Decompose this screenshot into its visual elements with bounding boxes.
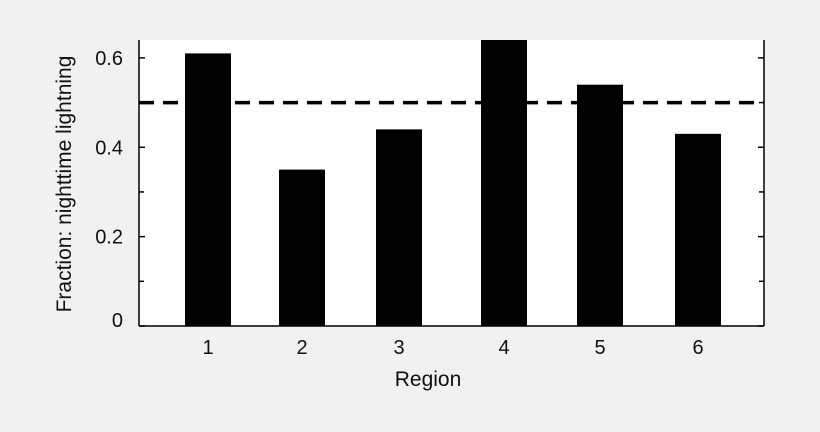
x-tick-label: 2: [296, 337, 307, 359]
x-tick-label: 5: [594, 337, 605, 359]
bar-region-6: [675, 133, 721, 326]
x-ticks: 1 2 3 4 5 6: [202, 321, 704, 359]
bar-region-1: [185, 53, 231, 326]
y-tick-label: 0.2: [95, 227, 123, 249]
x-tick-label: 1: [202, 337, 213, 359]
x-tick-label: 3: [393, 337, 404, 359]
y-tick-label: 0: [112, 310, 123, 332]
x-tick-label: 6: [692, 337, 703, 359]
y-axis-title: Fraction: nighttime lightning: [53, 56, 76, 313]
y-tick-label: 0.6: [95, 48, 123, 70]
axes: [138, 40, 765, 327]
bars: [185, 40, 721, 326]
bar-region-5: [577, 84, 623, 326]
y-tick-label: 0.4: [95, 137, 123, 159]
x-tick-label: 4: [498, 337, 509, 359]
bar-region-4: [481, 40, 527, 326]
plot-area: [139, 40, 764, 326]
y-ticks: 0 0.2 0.4 0.6: [95, 48, 764, 332]
x-axis-title: Region: [395, 368, 462, 391]
bar-region-2: [279, 169, 325, 326]
bar-region-3: [376, 129, 422, 326]
